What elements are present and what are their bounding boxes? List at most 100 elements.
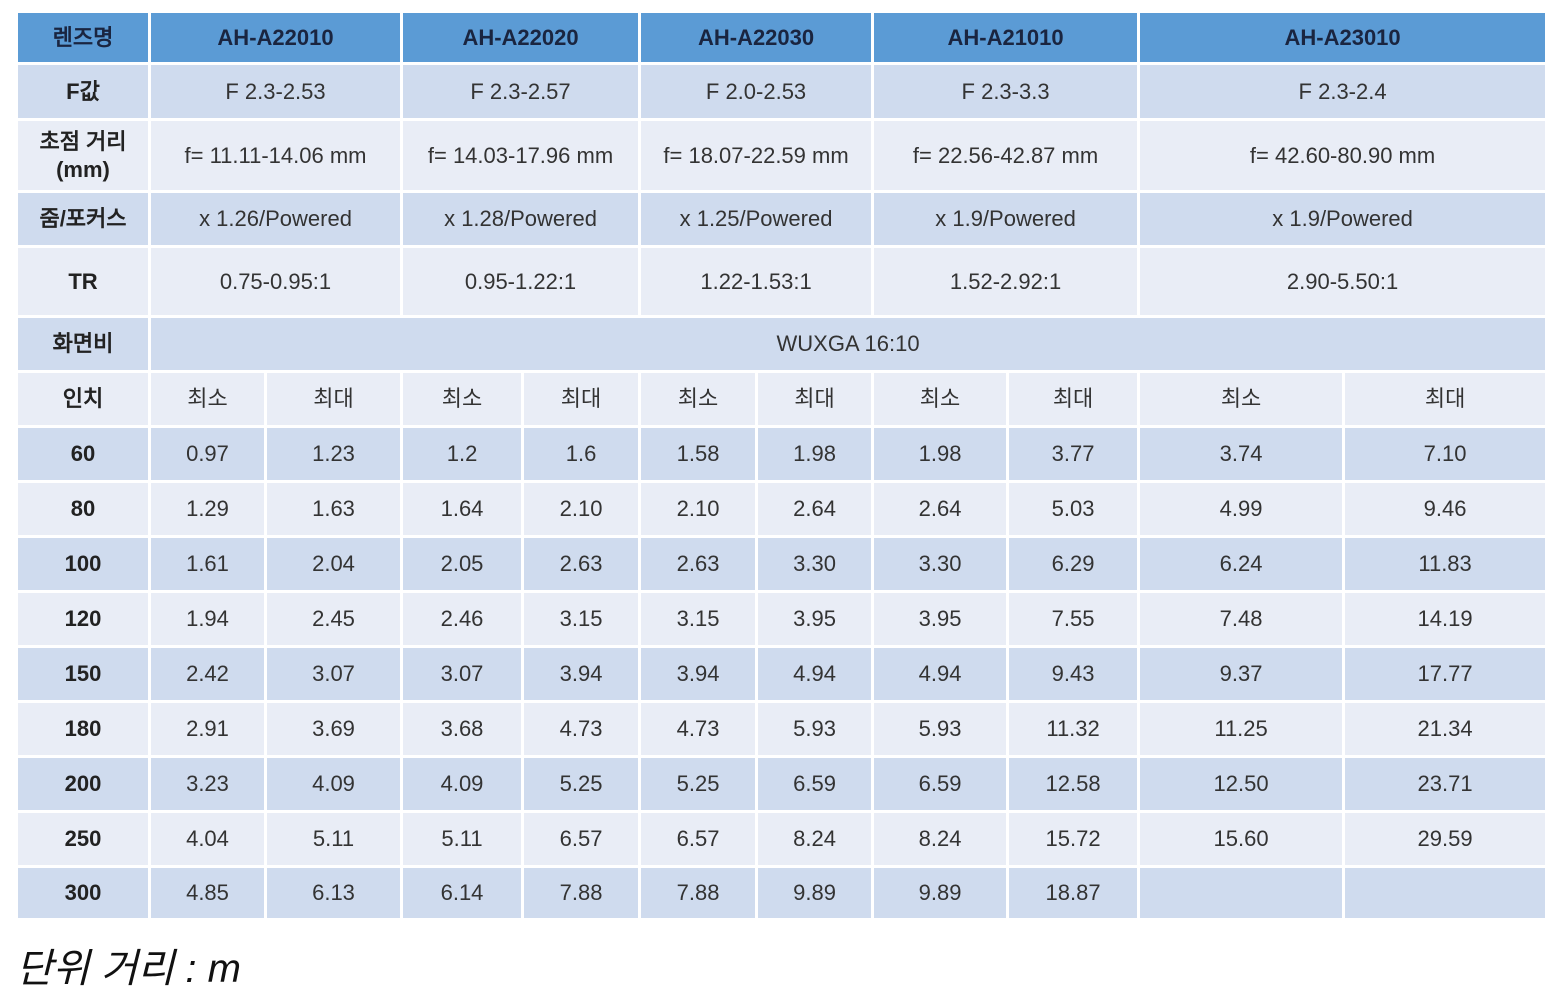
spec-cell: f= 42.60-80.90 mm — [1137, 118, 1549, 193]
data-cell: 1.61 — [148, 535, 267, 593]
data-cell: 2.64 — [755, 480, 875, 538]
header-cell: AH-A21010 — [871, 10, 1141, 65]
subheader-cell: 최대 — [1006, 370, 1141, 428]
spec-cell: 1.52-2.92:1 — [871, 245, 1141, 318]
row-label: 인치 — [15, 370, 151, 428]
data-row: 200 3.23 4.09 4.09 5.25 5.25 6.59 6.59 12.58 12.5… — [15, 755, 1549, 813]
data-cell: 1.98 — [755, 425, 875, 483]
data-cell: 23.71 — [1342, 755, 1549, 813]
data-cell: 4.94 — [755, 645, 875, 703]
data-cell: 3.07 — [400, 645, 525, 703]
data-cell: 5.11 — [263, 810, 404, 868]
data-cell: 3.69 — [263, 700, 404, 758]
data-cell: 12.50 — [1137, 755, 1346, 813]
data-cell: 11.32 — [1006, 700, 1141, 758]
data-cell: 3.94 — [638, 645, 759, 703]
data-cell: 5.03 — [1006, 480, 1141, 538]
data-cell: 4.94 — [871, 645, 1010, 703]
data-cell: 6.57 — [638, 810, 759, 868]
aspect-cell: WUXGA 16:10 — [147, 315, 1549, 373]
row-label: 180 — [15, 700, 151, 758]
row-label: 60 — [15, 425, 151, 483]
data-cell: 7.48 — [1137, 590, 1346, 648]
spec-row: 초점 거리 (mm) f= 11.11-14.06 mm f= 14.03-17.9… — [15, 118, 1549, 193]
data-cell: 4.09 — [400, 755, 525, 813]
data-cell: 5.93 — [871, 700, 1010, 758]
data-cell: 4.85 — [148, 865, 267, 921]
data-cell: 4.09 — [263, 755, 404, 813]
data-cell: 2.42 — [148, 645, 267, 703]
data-row: 180 2.91 3.69 3.68 4.73 4.73 5.93 5.93 11.32 11.2… — [15, 700, 1549, 758]
header-cell: AH-A22010 — [147, 10, 404, 65]
data-cell: 29.59 — [1342, 810, 1549, 868]
row-label: 줌/포커스 — [15, 190, 151, 248]
data-cell: 1.6 — [521, 425, 642, 483]
data-cell: 3.30 — [871, 535, 1010, 593]
spec-cell: x 1.25/Powered — [638, 190, 875, 248]
data-row: 60 0.97 1.23 1.2 1.6 1.58 1.98 1.98 3.77 3.74 7.10 — [15, 425, 1549, 483]
spec-cell: x 1.9/Powered — [871, 190, 1141, 248]
data-cell: 1.98 — [871, 425, 1010, 483]
data-cell: 5.25 — [521, 755, 642, 813]
data-cell: 15.72 — [1006, 810, 1141, 868]
data-cell: 6.13 — [263, 865, 404, 921]
row-label: TR — [15, 245, 151, 318]
data-cell: 17.77 — [1342, 645, 1549, 703]
row-label: 120 — [15, 590, 151, 648]
data-cell: 0.97 — [148, 425, 267, 483]
spec-cell: f= 22.56-42.87 mm — [871, 118, 1141, 193]
spec-cell: F 2.3-3.3 — [871, 62, 1141, 121]
subheader-cell: 최대 — [1342, 370, 1549, 428]
data-row: 150 2.42 3.07 3.07 3.94 3.94 4.94 4.94 9.43 9.37 1… — [15, 645, 1549, 703]
row-label: 200 — [15, 755, 151, 813]
aspect-row: 화면비 WUXGA 16:10 — [15, 315, 1549, 373]
data-cell: 3.95 — [755, 590, 875, 648]
row-label: 150 — [15, 645, 151, 703]
data-cell: 11.25 — [1137, 700, 1346, 758]
header-cell: AH-A22020 — [400, 10, 642, 65]
data-cell: 7.10 — [1342, 425, 1549, 483]
data-cell: 9.89 — [755, 865, 875, 921]
spec-cell: 1.22-1.53:1 — [638, 245, 875, 318]
data-cell: 7.55 — [1006, 590, 1141, 648]
data-cell: 2.10 — [638, 480, 759, 538]
data-cell: 1.2 — [400, 425, 525, 483]
data-cell: 2.64 — [871, 480, 1010, 538]
row-label: 100 — [15, 535, 151, 593]
spec-cell: f= 11.11-14.06 mm — [147, 118, 404, 193]
header-cell: AH-A23010 — [1137, 10, 1549, 65]
spec-cell: x 1.26/Powered — [147, 190, 404, 248]
data-cell: 2.04 — [263, 535, 404, 593]
row-label: 300 — [15, 865, 151, 921]
data-cell: 6.57 — [521, 810, 642, 868]
data-cell: 1.23 — [263, 425, 404, 483]
data-cell: 4.73 — [521, 700, 642, 758]
data-cell: 4.73 — [638, 700, 759, 758]
subheader-cell: 최대 — [263, 370, 404, 428]
spec-cell: 2.90-5.50:1 — [1137, 245, 1549, 318]
spec-cell: F 2.0-2.53 — [638, 62, 875, 121]
data-cell: 9.37 — [1137, 645, 1346, 703]
subheader-cell: 최소 — [1137, 370, 1346, 428]
data-cell: 1.58 — [638, 425, 759, 483]
data-cell: 2.63 — [521, 535, 642, 593]
data-cell: 4.04 — [148, 810, 267, 868]
data-cell: 8.24 — [755, 810, 875, 868]
spec-cell: x 1.9/Powered — [1137, 190, 1549, 248]
data-cell: 6.59 — [871, 755, 1010, 813]
spec-table: 렌즈명 AH-A22010 AH-A22020 AH-A22030 AH-A21010 A… — [15, 10, 1549, 921]
data-cell: 3.23 — [148, 755, 267, 813]
data-cell: 1.94 — [148, 590, 267, 648]
row-label: F값 — [15, 62, 151, 121]
data-cell: 14.19 — [1342, 590, 1549, 648]
data-cell: 3.74 — [1137, 425, 1346, 483]
row-label: 초점 거리 (mm) — [15, 118, 151, 193]
data-cell: 3.95 — [871, 590, 1010, 648]
subheader-cell: 최소 — [400, 370, 525, 428]
data-cell: 8.24 — [871, 810, 1010, 868]
data-cell: 3.07 — [263, 645, 404, 703]
subheader-cell: 최대 — [755, 370, 875, 428]
size-header-row: 인치 최소 최대 최소 최대 최소 최대 최소 최대 최소 최대 — [15, 370, 1549, 428]
data-cell: 9.89 — [871, 865, 1010, 921]
